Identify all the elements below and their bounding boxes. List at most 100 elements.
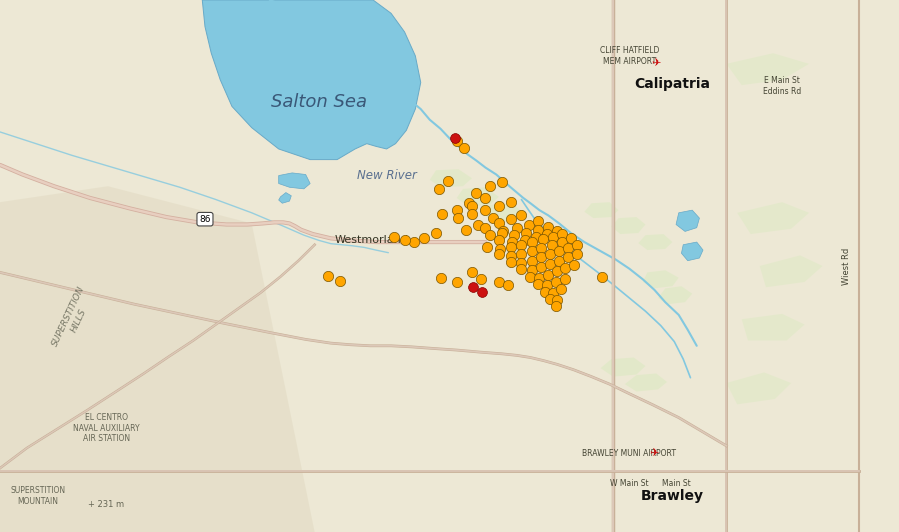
Polygon shape [658,286,692,304]
Polygon shape [584,202,619,218]
Point [529,233,543,242]
Point [532,273,547,282]
Point [538,287,552,296]
Point [492,250,506,259]
Point [441,177,455,185]
Point [478,206,493,214]
Polygon shape [643,270,679,288]
Point [492,278,506,286]
Point [566,261,581,269]
Point [539,281,554,289]
Point [492,236,506,245]
Point [536,235,550,244]
Text: Main St: Main St [662,479,690,487]
Point [503,198,518,206]
Point [510,223,524,232]
Point [539,230,554,238]
Point [448,134,462,143]
Point [530,217,545,226]
Point [474,275,488,283]
Point [480,243,494,252]
Point [514,211,529,220]
Point [555,237,569,246]
Point [503,257,518,266]
Polygon shape [484,203,523,222]
Point [333,277,347,285]
Text: ✈: ✈ [652,58,661,68]
Polygon shape [611,217,645,234]
Point [469,188,484,197]
Point [492,219,506,228]
Point [478,223,493,232]
Point [519,229,533,237]
Point [521,220,536,229]
Point [554,285,568,294]
Point [465,202,479,211]
Point [514,240,529,249]
Text: ✈: ✈ [650,448,659,458]
Point [552,256,566,265]
Point [543,295,557,303]
Polygon shape [202,0,421,160]
Point [561,253,575,262]
Text: CLIFF HATFIELD
MEM AIRPORT: CLIFF HATFIELD MEM AIRPORT [600,46,659,65]
Point [387,232,401,241]
Point [557,275,572,283]
Point [483,182,497,190]
Point [550,227,565,235]
Point [541,222,556,231]
Point [541,270,556,279]
Point [465,210,479,218]
Point [493,245,507,253]
Text: SUPERSTITION
HILLS: SUPERSTITION HILLS [51,284,96,352]
Polygon shape [681,242,703,261]
Point [564,234,578,243]
Point [458,226,473,234]
Point [451,214,466,222]
Text: W Main St: W Main St [610,479,648,487]
Polygon shape [726,53,809,85]
Point [503,252,518,261]
Polygon shape [676,210,699,231]
Point [450,137,464,145]
Point [546,288,560,297]
Text: Calipatria: Calipatria [635,77,710,91]
Point [478,194,493,202]
Point [523,272,538,281]
Point [483,231,497,239]
Polygon shape [726,372,791,404]
Polygon shape [457,187,499,206]
Text: Westmorland,: Westmorland, [334,236,412,245]
Point [475,287,489,296]
Point [466,283,480,292]
Point [550,267,565,276]
Point [501,280,515,289]
Point [525,238,539,246]
Point [457,144,471,152]
Point [450,278,464,286]
Point [525,256,539,265]
Point [450,206,464,214]
Point [543,260,557,268]
Point [545,240,559,249]
Point [525,247,539,255]
Point [530,226,545,234]
Point [432,185,446,193]
Point [534,263,548,271]
Polygon shape [737,202,809,234]
Point [503,215,518,223]
Point [321,271,335,280]
Point [530,280,545,288]
Point [548,302,563,311]
Point [507,231,521,239]
Point [462,199,476,207]
Point [503,243,518,252]
Point [570,240,584,249]
Text: 86: 86 [200,215,210,223]
Point [552,247,566,255]
Polygon shape [279,173,310,189]
Point [417,234,432,243]
Text: EL CENTRO
NAVAL AUXILIARY
AIR STATION: EL CENTRO NAVAL AUXILIARY AIR STATION [73,413,139,443]
Polygon shape [279,193,291,203]
Point [494,229,509,237]
